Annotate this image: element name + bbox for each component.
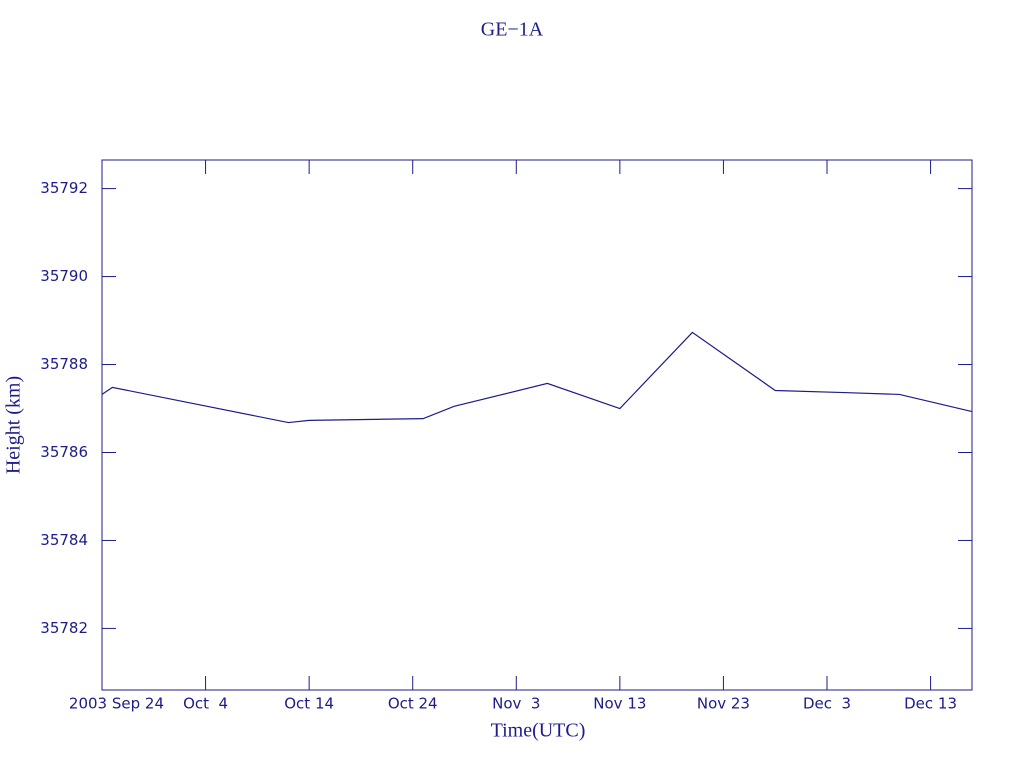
y-tick-label: 35782 — [40, 619, 88, 637]
x-tick-label: 2003 Sep 24 — [69, 695, 164, 713]
y-tick-label: 35790 — [40, 267, 88, 285]
x-tick-label: Dec 13 — [904, 695, 957, 713]
x-tick-label: Nov 13 — [593, 695, 646, 713]
x-tick-label: Dec 3 — [803, 695, 851, 713]
x-tick-label: Nov 3 — [492, 695, 540, 713]
y-tick-label: 35788 — [40, 355, 88, 373]
y-tick-label: 35786 — [40, 443, 88, 461]
x-tick-label: Oct 24 — [388, 695, 438, 713]
y-tick-label: 35784 — [40, 531, 88, 549]
x-tick-label: Oct 14 — [284, 695, 334, 713]
plot-frame — [101, 159, 973, 691]
x-axis-label: Time(UTC) — [491, 720, 586, 742]
data-line — [101, 331, 973, 424]
y-tick-label: 35792 — [40, 179, 88, 197]
x-tick-label: Oct 4 — [183, 695, 228, 713]
x-tick-label: Nov 23 — [697, 695, 750, 713]
chart-title: GE−1A — [481, 19, 544, 41]
y-axis-label: Height (km) — [3, 376, 25, 474]
